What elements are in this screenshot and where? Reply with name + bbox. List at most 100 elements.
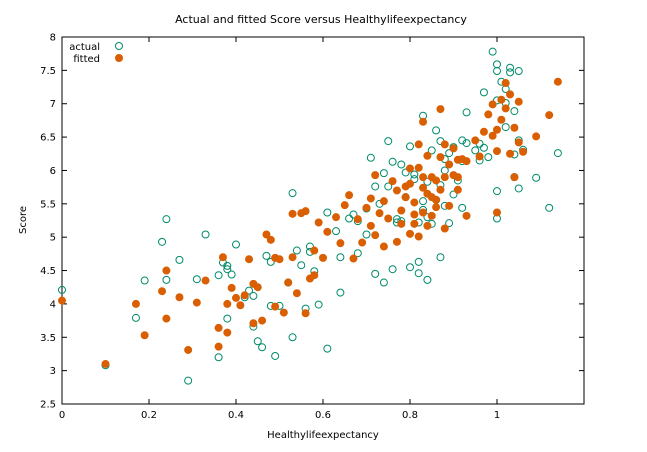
fitted-point — [292, 289, 301, 298]
fitted-point — [419, 183, 428, 192]
fitted-point — [432, 176, 441, 185]
fitted-point — [236, 301, 245, 310]
fitted-point — [353, 215, 362, 224]
actual-point — [192, 275, 201, 284]
fitted-point — [419, 117, 428, 126]
fitted-point — [249, 319, 258, 328]
x-tick-label: 0.2 — [141, 410, 157, 421]
actual-point — [379, 169, 388, 178]
actual-point — [288, 189, 297, 198]
actual-point — [514, 184, 523, 193]
actual-point — [223, 314, 232, 323]
actual-point — [510, 107, 519, 116]
actual-point — [479, 88, 488, 97]
actual-point — [371, 182, 380, 191]
actual-point — [410, 170, 419, 179]
actual-point — [249, 291, 258, 300]
fitted-point — [223, 299, 232, 308]
actual-point — [436, 253, 445, 262]
fitted-point — [493, 125, 501, 134]
fitted-point — [379, 242, 388, 251]
fitted-point — [371, 231, 380, 240]
fitted-point — [310, 271, 319, 280]
actual-point — [162, 215, 171, 224]
actual-point — [462, 108, 471, 117]
fitted-point — [410, 219, 419, 228]
actual-point — [214, 353, 223, 362]
x-axis: 0 0.2 0.4 0.6 0.8 1 — [59, 37, 500, 421]
fitted-point — [201, 276, 210, 285]
actual-point — [353, 249, 362, 258]
actual-point — [384, 137, 393, 146]
actual-point — [493, 60, 501, 69]
fitted-point — [488, 131, 497, 140]
fitted-point — [340, 201, 349, 210]
fitted-point — [427, 193, 436, 202]
fitted-point — [288, 209, 297, 218]
fitted-point — [445, 201, 454, 210]
actual-point — [227, 270, 236, 279]
x-tick-label: 0.6 — [315, 410, 331, 421]
fitted-point — [488, 100, 497, 109]
actual-point — [488, 47, 497, 56]
actual-point — [384, 182, 393, 191]
fitted-point — [345, 191, 354, 200]
fitted-point — [506, 90, 515, 99]
actual-point — [493, 187, 501, 196]
fitted-point — [514, 97, 523, 106]
fitted-point — [162, 314, 171, 323]
fitted-point — [449, 144, 458, 153]
actual-point — [371, 269, 380, 278]
actual-point — [140, 276, 149, 285]
actual-point — [388, 265, 397, 274]
actual-point — [458, 203, 467, 212]
actual-point — [292, 246, 301, 255]
fitted-point — [514, 138, 523, 147]
actual-point — [432, 126, 441, 135]
series-actual — [58, 47, 562, 385]
actual-point — [484, 153, 493, 162]
fitted-point — [301, 207, 310, 216]
actual-point — [462, 139, 471, 148]
actual-point — [297, 261, 306, 270]
fitted-point — [218, 253, 227, 262]
actual-point — [506, 68, 515, 77]
fitted-point — [371, 171, 380, 180]
actual-point — [419, 197, 428, 206]
fitted-point — [423, 151, 432, 160]
fitted-point — [493, 208, 501, 217]
fitted-point — [462, 211, 471, 220]
fitted-point — [379, 197, 388, 206]
actual-point — [401, 168, 410, 177]
actual-point — [362, 230, 371, 239]
fitted-point — [484, 110, 493, 119]
fitted-point — [366, 194, 375, 203]
fitted-point — [419, 173, 428, 182]
fitted-point — [453, 185, 462, 194]
legend: actual fitted — [69, 42, 123, 65]
fitted-point — [401, 193, 410, 202]
actual-point — [201, 230, 210, 239]
chart-title: Actual and fitted Score versus Healthyli… — [175, 13, 467, 26]
x-tick-label: 0 — [59, 410, 65, 421]
fitted-point — [506, 149, 515, 158]
fitted-point — [358, 238, 367, 247]
fitted-point — [510, 123, 519, 132]
y-tick-label: 7 — [50, 99, 56, 110]
x-tick-label: 1 — [494, 410, 500, 421]
fitted-point — [462, 157, 471, 166]
actual-point — [449, 190, 458, 199]
fitted-point — [301, 309, 310, 318]
actual-point — [245, 286, 254, 295]
fitted-point — [406, 164, 414, 173]
fitted-point — [397, 206, 406, 215]
fitted-point — [414, 163, 423, 172]
fitted-point — [140, 331, 149, 340]
y-tick-label: 3.5 — [40, 333, 56, 344]
actual-point — [397, 160, 406, 169]
fitted-point — [410, 198, 419, 207]
actual-point — [392, 215, 401, 224]
fitted-point — [497, 115, 506, 124]
actual-point — [184, 376, 193, 385]
